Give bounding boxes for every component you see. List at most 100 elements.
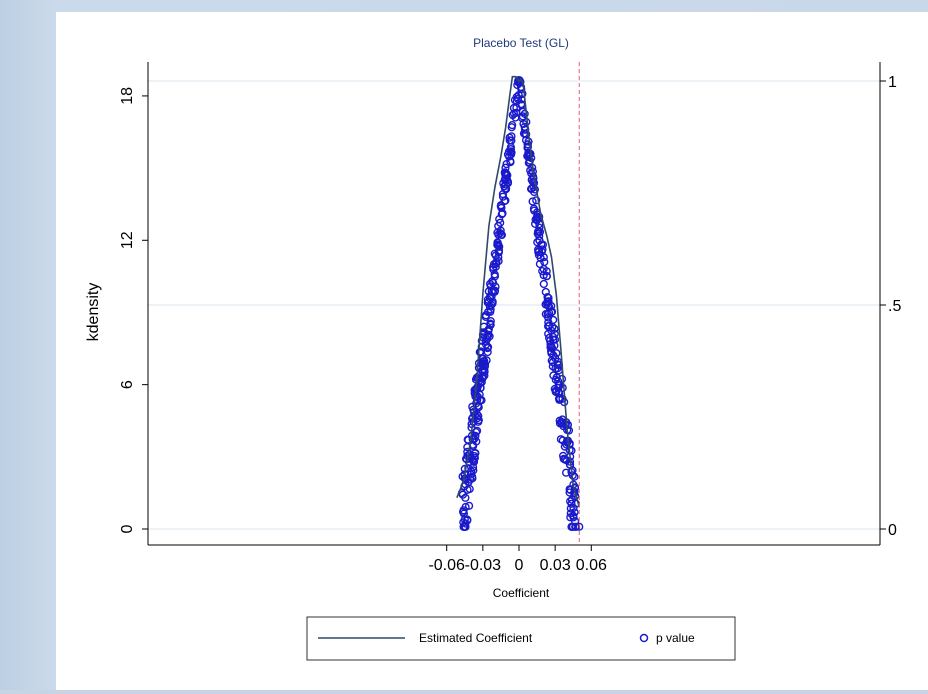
scatter-point [538, 267, 547, 276]
y2-tick-label: .5 [888, 298, 901, 315]
scatter-point [553, 364, 562, 373]
scatter-point [486, 319, 495, 328]
scatter-point [547, 356, 556, 365]
scatter-point [503, 171, 512, 180]
scatter-point [567, 522, 576, 531]
scatter-point [470, 453, 480, 463]
scatter-point [494, 257, 503, 266]
scatter-point [501, 176, 510, 185]
x-tick-label: 0.06 [576, 557, 607, 574]
scatter-point [496, 202, 505, 211]
scatter-point [548, 358, 558, 367]
scatter-point [539, 253, 548, 262]
scatter-point [549, 371, 558, 380]
scatter-point [535, 223, 544, 232]
scatter-point [542, 272, 552, 281]
scatter-point [552, 349, 561, 358]
scatter-point [542, 267, 551, 276]
scatter-point [502, 160, 511, 169]
y2-tick-label: 0 [888, 522, 897, 539]
scatter-point [466, 475, 475, 484]
scatter-point [486, 307, 495, 316]
scatter-point [459, 522, 468, 531]
estimated-coefficient-line [456, 75, 581, 508]
scatter-point [496, 218, 505, 227]
scatter-point [562, 440, 571, 449]
scatter-point [469, 466, 478, 475]
scatter-point [496, 226, 505, 235]
scatter-point [550, 341, 559, 350]
scatter-point [539, 279, 548, 289]
x-tick-label: 0 [515, 557, 524, 574]
y-tick-label: 6 [119, 380, 136, 389]
scatter-point [552, 387, 561, 396]
scatter-point [504, 147, 514, 156]
scatter-point [463, 515, 472, 524]
scatter-point [558, 383, 567, 392]
x-tick-label: 0.03 [540, 557, 571, 574]
scatter-point [535, 236, 544, 245]
scatter-point [477, 342, 486, 351]
scatter-point [543, 322, 553, 331]
scatter-point [480, 360, 490, 370]
scatter-point [482, 335, 492, 344]
scatter-point [484, 287, 493, 296]
scatter-point [565, 488, 574, 497]
scatter-point [545, 303, 554, 312]
scatter-point [474, 417, 483, 426]
scatter-point [566, 513, 575, 522]
scatter-point [483, 347, 492, 357]
scatter-point [494, 248, 503, 257]
x-tick-label: -0.03 [465, 557, 502, 574]
scatter-point [541, 287, 550, 297]
scatter-point [561, 468, 571, 477]
scatter-point [523, 140, 532, 149]
x-tick-label: -0.06 [428, 557, 465, 574]
y-axis-label: kdensity [85, 283, 102, 342]
y2-tick-label: 1 [888, 74, 897, 91]
scatter-point [535, 259, 545, 269]
scatter-point [471, 449, 480, 458]
p-value-scatter [457, 76, 584, 531]
scatter-point [562, 437, 572, 446]
scatter-point [465, 484, 474, 494]
scatter-point [532, 212, 542, 222]
scatter-point [479, 364, 488, 374]
scatter-point [484, 327, 493, 336]
scatter-point [465, 501, 474, 510]
scatter-point [555, 394, 565, 403]
scatter-point [506, 158, 515, 167]
scatter-point [544, 297, 553, 306]
legend-label-p-value: p value [656, 631, 695, 645]
scatter-point [474, 403, 483, 412]
scatter-point [488, 299, 497, 308]
legend-circle-marker [639, 633, 649, 643]
scatter-point [501, 184, 510, 193]
scatter-point [554, 383, 563, 392]
scatter-point [482, 340, 491, 349]
legend-label-estimated-coefficient: Estimated Coefficient [419, 631, 533, 645]
scatter-point [540, 257, 549, 267]
scatter-point [548, 332, 558, 342]
scatter-point [570, 508, 579, 517]
axes [147, 62, 881, 546]
scatter-point [532, 216, 542, 225]
scatter-point [501, 180, 510, 189]
scatter-point [527, 184, 536, 193]
scatter-point [508, 120, 517, 130]
scatter-point [566, 509, 575, 518]
scatter-point [575, 522, 584, 531]
scatter-point [497, 230, 506, 239]
scatter-point [555, 416, 564, 425]
y-tick-label: 12 [119, 231, 136, 249]
bottom-strip [0, 690, 928, 694]
scatter-point [565, 497, 575, 506]
scatter-point [464, 464, 473, 473]
scatter-point [486, 279, 495, 289]
scatter-point [484, 298, 493, 307]
scatter-point [507, 136, 516, 145]
scatter-point [532, 196, 541, 205]
scatter-point [501, 196, 510, 205]
scatter-point [509, 109, 519, 118]
